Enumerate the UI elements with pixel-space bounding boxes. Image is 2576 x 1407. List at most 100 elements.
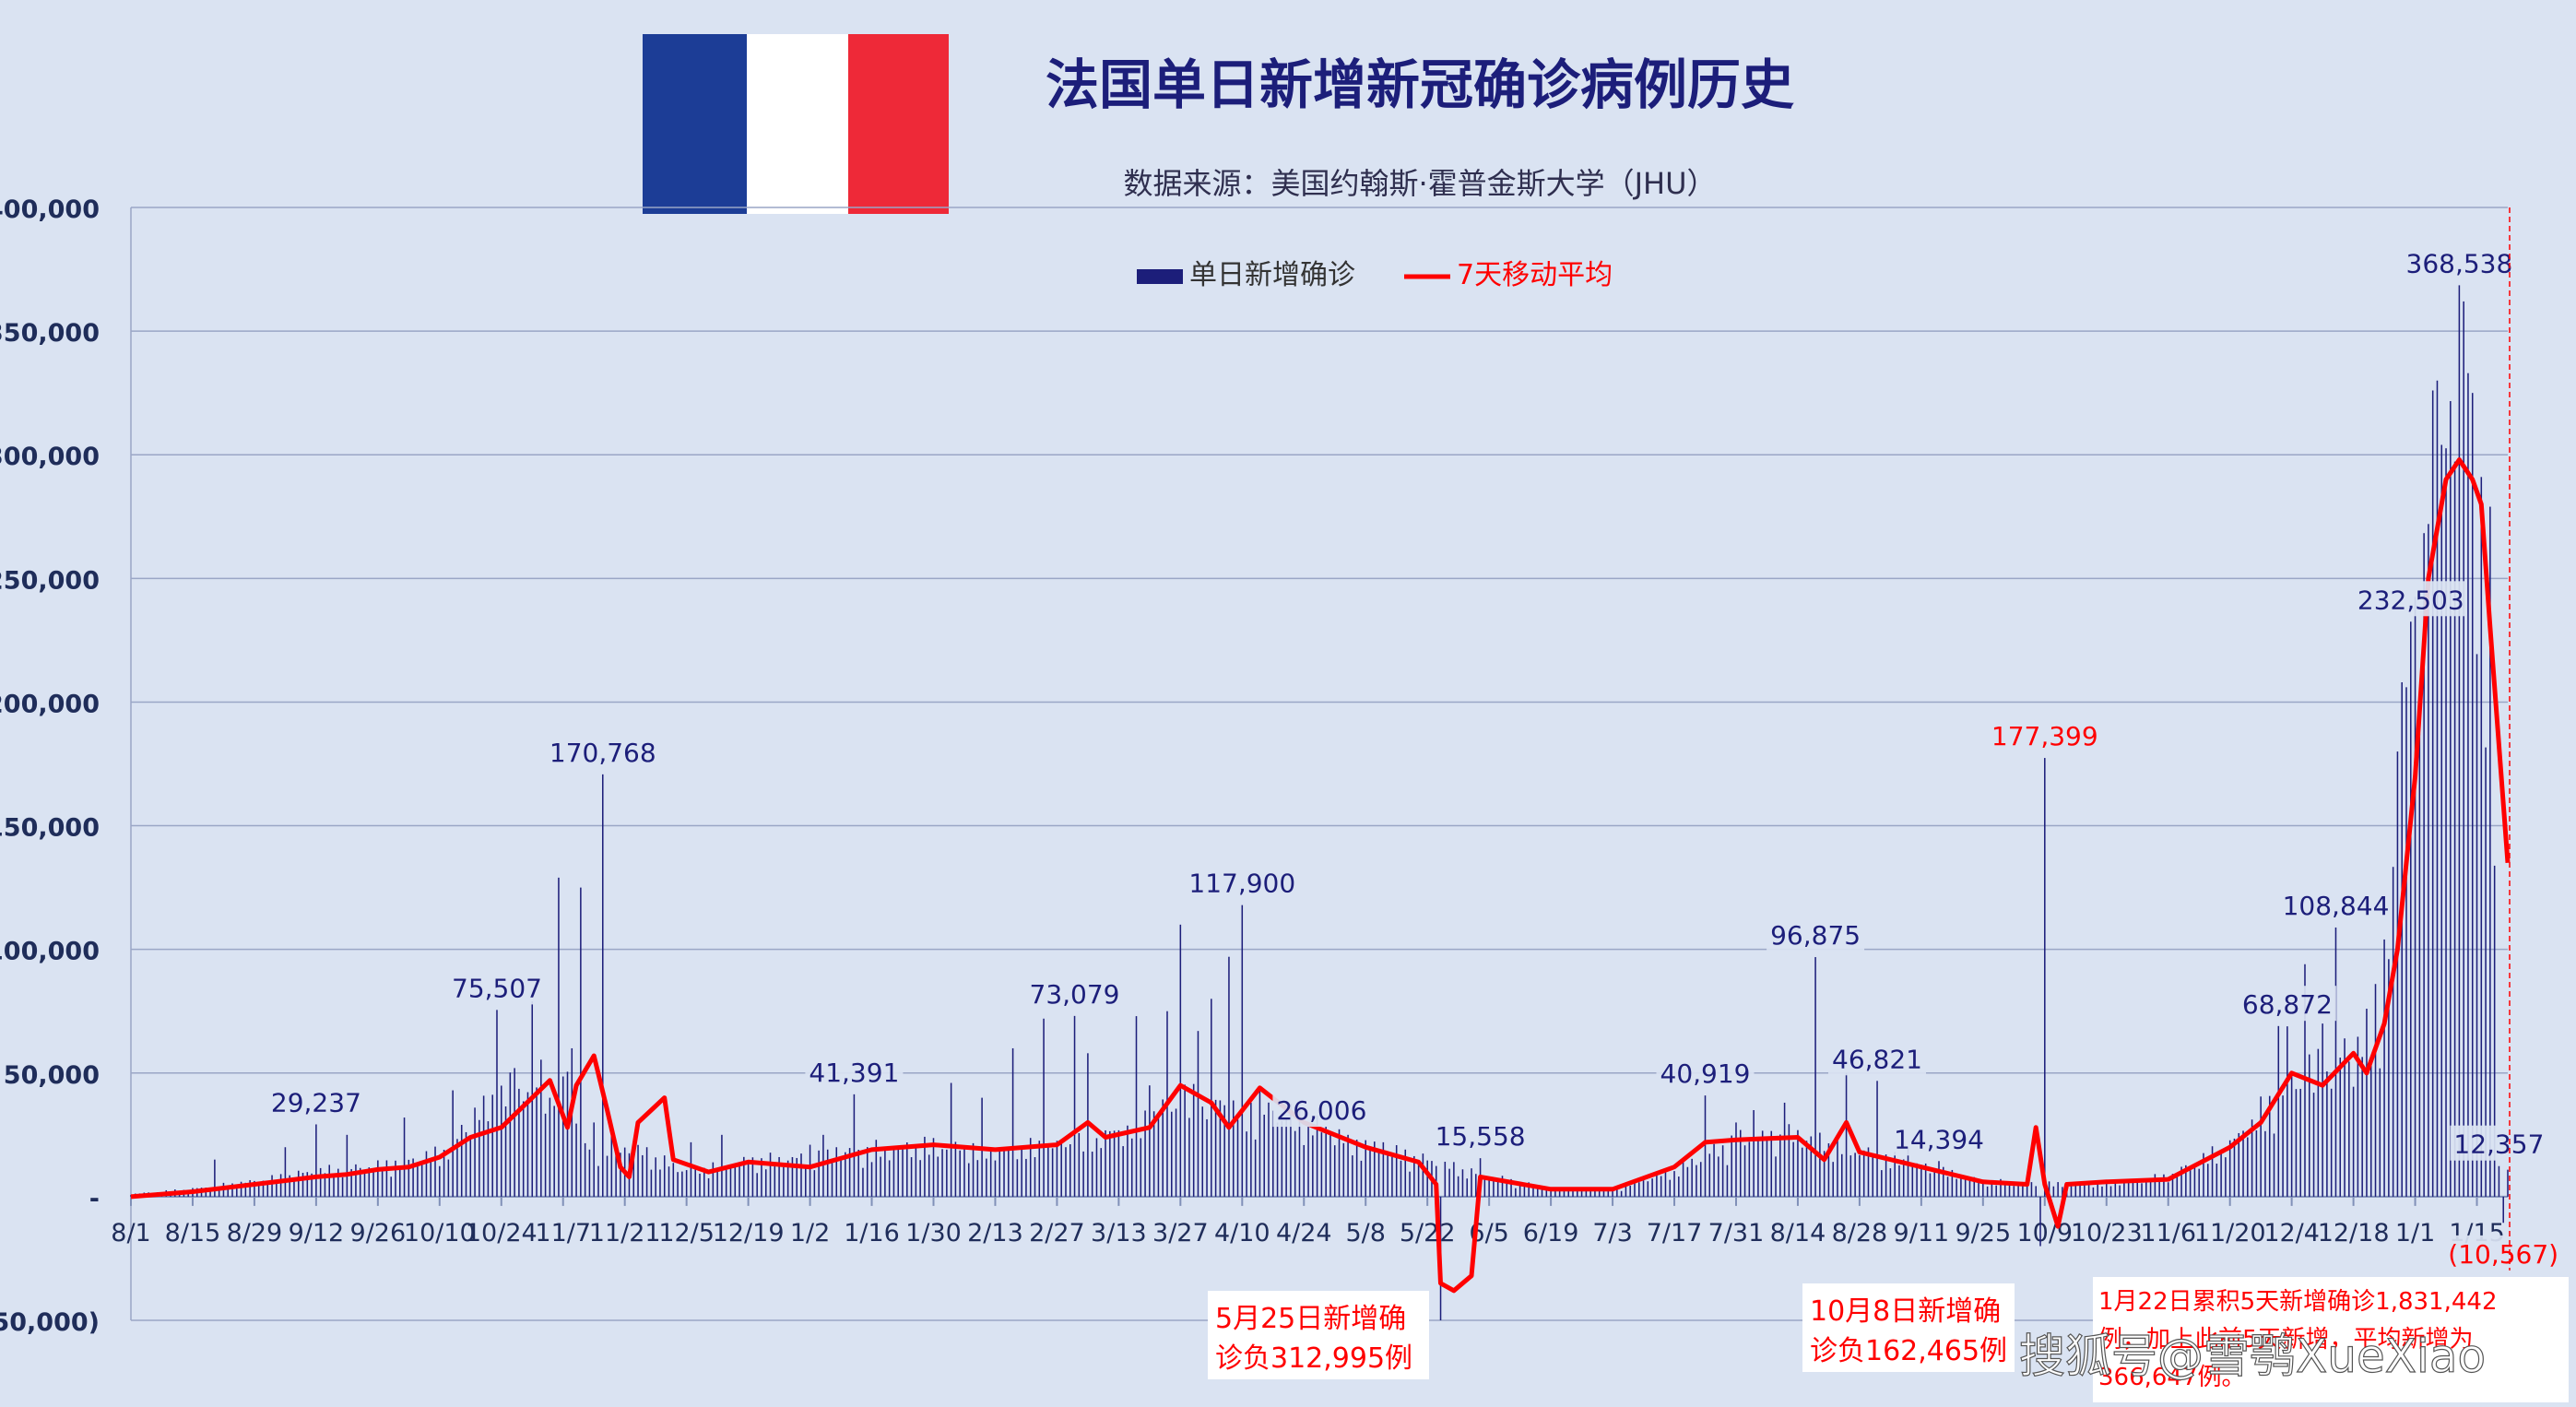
daily-case-bar bbox=[1192, 1083, 1195, 1197]
daily-case-bar bbox=[549, 1097, 551, 1197]
daily-case-bar bbox=[2309, 1054, 2310, 1197]
daily-case-bar bbox=[1223, 1105, 1225, 1197]
daily-case-bar bbox=[1647, 1181, 1649, 1197]
daily-case-bar bbox=[1400, 1160, 1402, 1197]
daily-case-bar bbox=[315, 1124, 317, 1197]
data-label-bg bbox=[1186, 864, 1299, 900]
daily-case-bar bbox=[1528, 1182, 1530, 1197]
daily-case-bar bbox=[1810, 1136, 1813, 1197]
daily-case-bar bbox=[1986, 1186, 1989, 1197]
daily-case-bar bbox=[919, 1160, 921, 1197]
data-label: 41,391 bbox=[809, 1058, 899, 1088]
daily-case-bar bbox=[2317, 1048, 2320, 1197]
data-label: 29,237 bbox=[271, 1088, 361, 1118]
x-tick-label: 1/16 bbox=[844, 1219, 900, 1247]
data-label: 40,919 bbox=[1660, 1058, 1751, 1089]
daily-case-bar bbox=[826, 1149, 829, 1197]
daily-case-bar bbox=[2136, 1178, 2138, 1197]
daily-case-bar bbox=[2211, 1146, 2214, 1197]
daily-case-bar bbox=[1065, 1147, 1067, 1197]
daily-case-bar bbox=[465, 1131, 467, 1197]
daily-case-bar bbox=[254, 1180, 255, 1197]
daily-case-bar bbox=[1272, 1110, 1274, 1197]
x-tick-label: 5/8 bbox=[1345, 1219, 1385, 1247]
daily-case-bar bbox=[1250, 1102, 1252, 1197]
daily-case-bar bbox=[227, 1188, 229, 1197]
x-tick-label: 4/24 bbox=[1276, 1219, 1332, 1247]
daily-case-bar bbox=[2361, 1057, 2363, 1197]
daily-case-bar bbox=[1254, 1139, 1257, 1197]
daily-case-bar bbox=[311, 1173, 313, 1197]
daily-case-bar bbox=[2480, 477, 2483, 1197]
daily-case-bar bbox=[1290, 1103, 1292, 1197]
daily-case-bar bbox=[249, 1179, 251, 1197]
daily-case-bar bbox=[1960, 1177, 1962, 1197]
daily-case-bar bbox=[479, 1119, 480, 1197]
daily-case-bar bbox=[2035, 1186, 2037, 1197]
daily-case-bar bbox=[2132, 1179, 2134, 1197]
daily-case-bar bbox=[1051, 1148, 1054, 1197]
data-label: 117,900 bbox=[1188, 869, 1295, 899]
data-label-bg bbox=[448, 969, 546, 1005]
daily-case-bar bbox=[967, 1163, 970, 1197]
daily-case-bar bbox=[1580, 1189, 1583, 1197]
daily-case-bar bbox=[1241, 904, 1244, 1197]
daily-case-bar bbox=[1536, 1186, 1539, 1197]
daily-case-bar bbox=[1933, 1170, 1935, 1197]
data-label: 75,507 bbox=[452, 973, 542, 1003]
data-label-bg bbox=[1890, 1120, 1988, 1156]
daily-case-bar bbox=[845, 1152, 846, 1197]
daily-case-bar bbox=[1797, 1129, 1799, 1197]
daily-case-bar bbox=[1523, 1185, 1526, 1197]
data-label-bg bbox=[2354, 581, 2467, 617]
data-label-bg bbox=[1272, 1092, 1371, 1128]
daily-case-bar bbox=[1369, 1148, 1371, 1197]
daily-case-bar bbox=[306, 1172, 309, 1197]
daily-case-bar bbox=[1894, 1152, 1896, 1197]
daily-case-bar bbox=[1117, 1129, 1120, 1197]
data-label: 26,006 bbox=[1276, 1095, 1366, 1126]
daily-case-bar bbox=[2026, 1182, 2028, 1197]
daily-case-bar bbox=[1956, 1178, 1957, 1197]
daily-case-bar bbox=[716, 1170, 718, 1197]
daily-case-bar bbox=[1091, 1152, 1093, 1197]
daily-case-bar bbox=[2507, 1169, 2509, 1197]
daily-case-bar bbox=[1721, 1145, 1724, 1197]
daily-case-bar bbox=[443, 1150, 445, 1197]
y-axis-ticks: (50,000) - 50,000 100,000 150,000 200,000 250,… bbox=[0, 195, 100, 1337]
daily-case-bar bbox=[2109, 1186, 2112, 1197]
daily-case-bar bbox=[1016, 1159, 1019, 1197]
daily-case-bar bbox=[2277, 1025, 2280, 1197]
x-tick-label: 10/24 bbox=[466, 1219, 538, 1247]
daily-case-bar bbox=[1197, 1031, 1199, 1197]
daily-case-bar bbox=[430, 1158, 431, 1197]
daily-case-bar bbox=[1978, 1180, 1979, 1197]
daily-case-bar bbox=[2273, 1133, 2275, 1197]
daily-case-bar bbox=[1761, 1130, 1764, 1197]
daily-case-bar bbox=[1294, 1130, 1296, 1197]
daily-case-bar bbox=[491, 1094, 493, 1197]
daily-case-bar bbox=[2163, 1174, 2165, 1197]
daily-case-bar bbox=[1827, 1143, 1830, 1197]
daily-case-bar bbox=[1625, 1184, 1627, 1197]
chart-subtitle: 数据来源：美国约翰斯·霍普金斯大学（JHU） bbox=[1123, 166, 1716, 201]
daily-case-bar bbox=[518, 1088, 520, 1197]
note-may25-box bbox=[1208, 1291, 1429, 1379]
daily-case-bar bbox=[1691, 1158, 1693, 1197]
daily-case-bar bbox=[2185, 1165, 2187, 1197]
x-tick-label: 8/28 bbox=[1832, 1219, 1888, 1247]
daily-case-bar bbox=[1770, 1130, 1773, 1197]
daily-case-bar bbox=[1461, 1169, 1464, 1197]
daily-case-bar bbox=[1748, 1141, 1751, 1197]
daily-case-bar bbox=[1444, 1162, 1447, 1197]
daily-case-bar bbox=[1589, 1189, 1591, 1197]
daily-case-bar bbox=[2383, 939, 2385, 1197]
daily-case-bar bbox=[751, 1157, 754, 1197]
daily-case-bar bbox=[690, 1141, 692, 1197]
daily-case-bar bbox=[1651, 1178, 1653, 1197]
x-tick-label: 10/10 bbox=[404, 1219, 476, 1247]
daily-case-bar bbox=[1669, 1179, 1672, 1197]
data-label: 108,844 bbox=[2283, 891, 2390, 921]
daily-case-bar bbox=[615, 1145, 617, 1197]
daily-case-bar bbox=[950, 1082, 952, 1197]
